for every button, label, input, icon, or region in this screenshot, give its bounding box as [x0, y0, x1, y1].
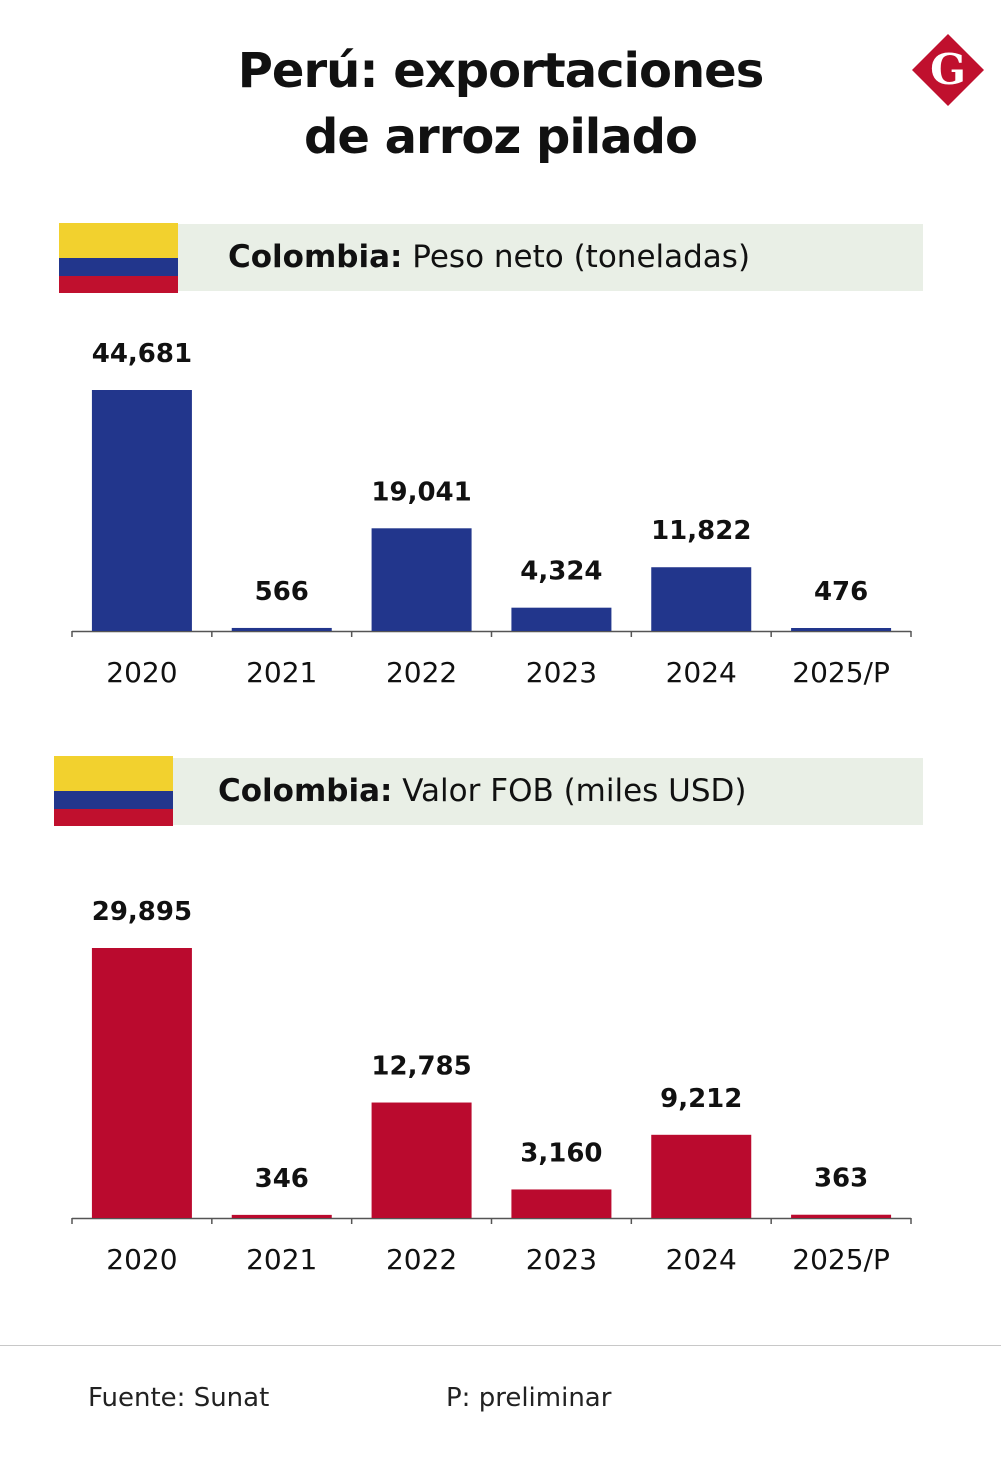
panel-2-header: Colombia: Valor FOB (miles USD) [173, 758, 923, 825]
chart-title: Perú: exportaciones de arroz pilado [0, 38, 1001, 170]
data-label: 3,160 [520, 1138, 602, 1168]
panel-1-header-country: Colombia: [228, 239, 403, 275]
footer-divider [0, 1345, 1001, 1346]
title-line-2: de arroz pilado [304, 109, 698, 165]
x-tick-label: 2022 [386, 1243, 457, 1276]
bar-2024 [651, 567, 752, 631]
x-tick-label: 2025/P [792, 656, 890, 689]
panel-2-header-country: Colombia: [218, 773, 393, 809]
title-line-1: Perú: exportaciones [237, 43, 765, 99]
x-tick-label: 2023 [526, 1243, 597, 1276]
panel-1-header: Colombia: Peso neto (toneladas) [178, 224, 923, 291]
x-tick-label: 2021 [246, 1243, 317, 1276]
data-label: 29,895 [92, 897, 192, 927]
bar-2023 [511, 607, 612, 631]
data-label: 44,681 [92, 339, 192, 369]
data-label: 4,324 [520, 557, 602, 587]
bar-2020 [91, 948, 192, 1218]
x-tick-label: 2024 [666, 1243, 737, 1276]
x-tick-label: 2020 [106, 1243, 177, 1276]
data-label: 363 [814, 1164, 868, 1194]
chart-peso-neto: 44,681 2020 566 2021 19,041 2022 4,324 2023 11,8… [71, 339, 912, 689]
chart-valor-fob: 29,895 2020 346 2021 12,785 2022 3,160 2023 9,21… [71, 897, 912, 1276]
colombia-flag-icon [54, 756, 173, 826]
data-label: 9,212 [660, 1084, 742, 1114]
bar-2025-p [791, 1214, 892, 1218]
x-tick-label: 2023 [526, 656, 597, 689]
bar-2021 [231, 627, 332, 631]
data-label: 566 [255, 577, 309, 607]
bar-2020 [91, 390, 192, 631]
x-tick-label: 2025/P [792, 1243, 890, 1276]
data-label: 346 [255, 1164, 309, 1194]
data-label: 11,822 [651, 516, 751, 546]
logo-letter: G [930, 45, 966, 94]
panel-2-header-metric: Valor FOB (miles USD) [392, 773, 747, 809]
bar-2025-p [791, 628, 892, 631]
bar-2024 [651, 1134, 752, 1218]
x-tick-label: 2020 [106, 656, 177, 689]
x-tick-label: 2021 [246, 656, 317, 689]
colombia-flag-icon [59, 223, 178, 293]
x-tick-label: 2022 [386, 656, 457, 689]
panel-1-header-metric: Peso neto (toneladas) [402, 239, 751, 275]
data-label: 12,785 [371, 1052, 471, 1082]
source-note: Fuente: Sunat [88, 1383, 270, 1413]
x-tick-label: 2024 [666, 656, 737, 689]
bar-2021 [231, 1214, 332, 1218]
brand-logo: G [912, 34, 984, 106]
preliminary-note: P: preliminar [446, 1383, 612, 1413]
bar-2023 [511, 1189, 612, 1218]
data-label: 476 [814, 577, 868, 607]
data-label: 19,041 [371, 477, 471, 507]
bar-2022 [371, 528, 472, 631]
bar-2022 [371, 1102, 472, 1218]
